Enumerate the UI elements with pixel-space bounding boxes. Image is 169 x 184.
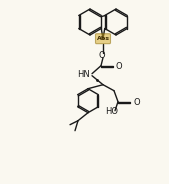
Text: O: O (99, 51, 105, 60)
Text: O: O (133, 98, 140, 107)
Text: HN: HN (77, 70, 90, 79)
Text: O: O (116, 62, 123, 71)
FancyBboxPatch shape (95, 34, 111, 44)
Text: HO: HO (105, 107, 118, 116)
Text: Abs: Abs (96, 36, 110, 41)
